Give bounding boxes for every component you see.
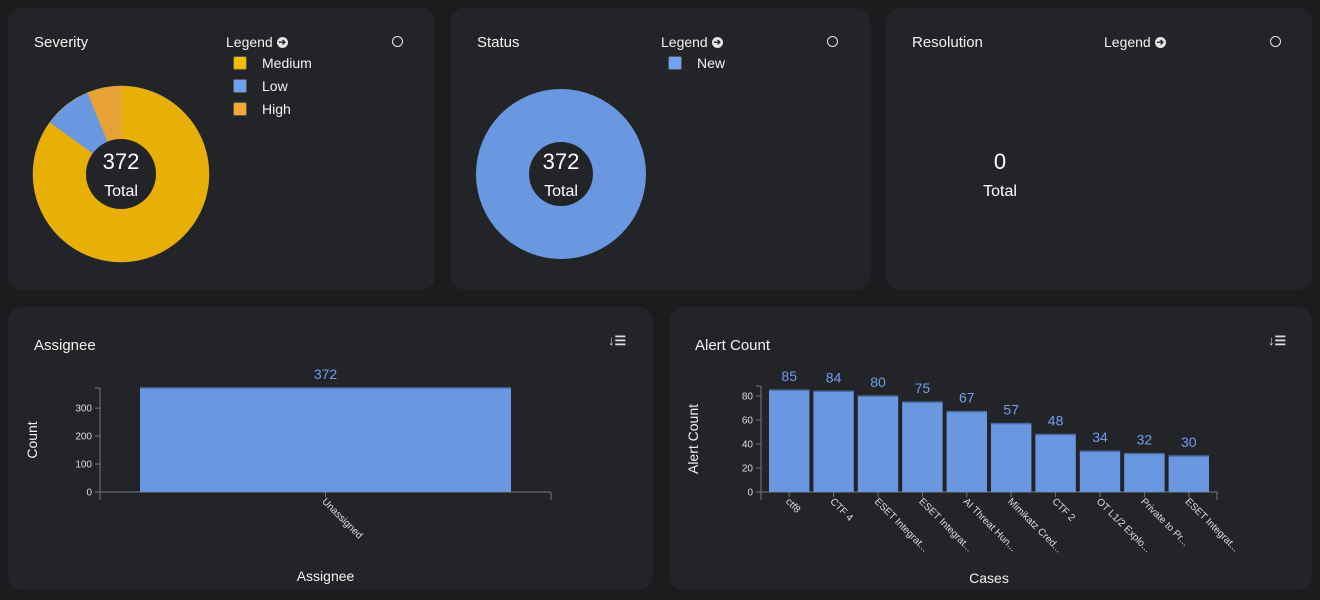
sort-icon[interactable]: ↓☰ xyxy=(608,333,627,348)
status-donut xyxy=(476,89,646,259)
x-tick-label: ctf8 xyxy=(783,496,802,515)
data-label: 75 xyxy=(915,380,931,396)
x-axis-title: Cases xyxy=(969,570,1009,586)
bar[interactable] xyxy=(1079,451,1121,492)
donut-hole xyxy=(86,139,156,209)
data-label: 30 xyxy=(1181,434,1197,450)
bar[interactable] xyxy=(902,402,943,492)
legend-item-label: New xyxy=(697,55,726,71)
donut-hole xyxy=(529,142,593,206)
resolution-card: Resolution Legend ➔ 0 Total xyxy=(886,8,1312,290)
bar[interactable] xyxy=(1124,453,1165,492)
data-label: 80 xyxy=(870,374,886,390)
bar[interactable] xyxy=(991,423,1032,492)
circle-icon[interactable] xyxy=(392,36,403,47)
y-tick-label: 80 xyxy=(742,392,754,403)
legend-swatch xyxy=(233,56,247,70)
card-title: Alert Count xyxy=(695,337,771,354)
bar[interactable] xyxy=(946,411,987,492)
legend-item-label: Low xyxy=(262,78,288,94)
y-tick-label: 200 xyxy=(75,432,92,443)
data-label: 85 xyxy=(781,368,797,384)
sort-icon[interactable]: ↓☰ xyxy=(1268,333,1287,348)
bar[interactable] xyxy=(769,390,810,492)
legend-swatch xyxy=(668,56,682,70)
bar[interactable] xyxy=(1035,434,1076,492)
bar[interactable] xyxy=(140,388,511,492)
circle-icon[interactable] xyxy=(827,36,838,47)
y-axis-title: Alert Count xyxy=(685,404,701,474)
x-tick-label: Unassigned xyxy=(319,496,364,541)
legend-label: Legend xyxy=(661,34,708,50)
assignee-card: Assignee ↓☰ 0 100 200 300 372 Unassigned Assig… xyxy=(8,307,653,590)
legend-item-label: High xyxy=(262,101,291,117)
y-tick-label: 0 xyxy=(747,488,753,499)
circle-icon[interactable] xyxy=(1270,36,1281,47)
data-label: 372 xyxy=(314,366,338,382)
assignee-bar-chart: 0 100 200 300 372 Unassigned Assignee Count xyxy=(24,366,552,584)
x-tick-label: CTF 2 xyxy=(1049,496,1077,524)
legend-label: Legend xyxy=(226,34,273,50)
bar[interactable] xyxy=(857,396,899,492)
y-tick-label: 20 xyxy=(742,464,754,475)
data-label: 67 xyxy=(959,390,975,406)
data-label: 34 xyxy=(1092,429,1108,445)
y-tick-label: 100 xyxy=(75,460,92,471)
y-tick-label: 300 xyxy=(75,404,92,415)
severity-donut xyxy=(32,85,210,263)
alert-count-bar-chart: 0 20 40 60 80 85 ctf8 84 CTF 4 80 ESET Integrat...… xyxy=(685,368,1241,586)
arrow-right-icon: ➔ xyxy=(711,36,723,48)
total-value: 372 xyxy=(102,149,140,174)
legend-toggle[interactable]: Legend ➔ xyxy=(226,34,288,50)
severity-card: Severity Legend ➔ Medium Low High 372 Total xyxy=(8,8,435,290)
bar[interactable] xyxy=(1168,456,1209,492)
total-value: 0 xyxy=(993,149,1007,174)
bar[interactable] xyxy=(813,391,854,492)
legend-toggle[interactable]: Legend ➔ xyxy=(1104,34,1166,50)
data-label: 48 xyxy=(1048,412,1064,428)
y-axis-title: Count xyxy=(24,421,40,458)
total-label: Total xyxy=(983,183,1017,200)
data-label: 32 xyxy=(1137,432,1153,448)
x-tick-label: CTF 4 xyxy=(827,496,855,524)
y-tick-label: 40 xyxy=(742,440,754,451)
x-tick-label: ESET Integrat... xyxy=(1183,496,1241,554)
y-tick-label: 0 xyxy=(86,488,92,499)
card-title: Resolution xyxy=(912,34,983,51)
x-axis-title: Assignee xyxy=(297,568,355,584)
data-label: 57 xyxy=(1003,402,1019,418)
legend-item-high[interactable]: High xyxy=(233,101,291,117)
y-tick-label: 60 xyxy=(742,416,754,427)
card-title: Assignee xyxy=(34,337,96,354)
legend-item-label: Medium xyxy=(262,55,312,71)
legend-swatch xyxy=(233,79,247,93)
card-title: Severity xyxy=(34,34,89,51)
arrow-right-icon: ➔ xyxy=(276,36,288,48)
total-label: Total xyxy=(104,183,138,200)
legend-toggle[interactable]: Legend ➔ xyxy=(661,34,723,50)
legend-swatch xyxy=(233,102,247,116)
total-label: Total xyxy=(544,183,578,200)
data-label: 84 xyxy=(826,369,842,385)
alert-count-card: Alert Count ↓☰ 0 20 40 60 80 85 ctf8 84 CTF 4 80 E… xyxy=(669,307,1312,590)
legend-item-medium[interactable]: Medium xyxy=(233,55,312,71)
total-value: 372 xyxy=(542,149,580,174)
legend-item-new[interactable]: New xyxy=(668,55,725,71)
status-card: Status Legend ➔ New 372 Total xyxy=(451,8,870,290)
legend-item-low[interactable]: Low xyxy=(233,78,288,94)
card-title: Status xyxy=(477,34,520,51)
legend-label: Legend xyxy=(1104,34,1151,50)
arrow-right-icon: ➔ xyxy=(1154,36,1166,48)
